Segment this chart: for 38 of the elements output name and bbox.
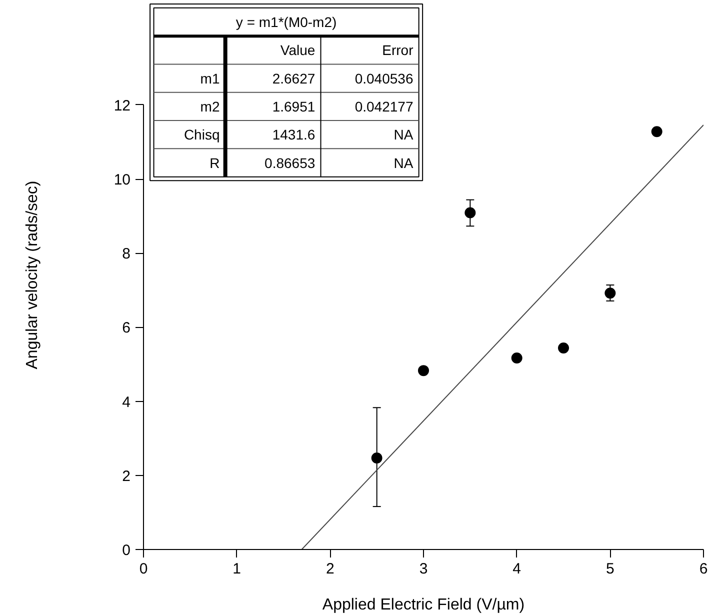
text: y = m1*(M0-m2): [236, 14, 337, 30]
y-tick-label: 0: [122, 542, 130, 559]
annotation: 1.6951: [272, 98, 316, 114]
annotation: m2: [200, 98, 220, 114]
x-tick-label: 3: [419, 560, 428, 578]
annotation: 0.042177: [354, 98, 414, 114]
y-tick-label: 10: [114, 172, 131, 189]
text: m1: [200, 70, 220, 86]
point: [511, 352, 522, 364]
point: [464, 207, 476, 218]
y-tick-label: 2: [122, 468, 130, 485]
x-tick-label: 2: [326, 560, 334, 578]
text: Value: [280, 42, 316, 58]
annotation: R: [210, 154, 220, 171]
point: [558, 342, 569, 354]
y-tick-label: 8: [122, 246, 130, 263]
y-tick-label: 12: [114, 97, 131, 114]
y-tick-label: 6: [122, 320, 130, 337]
text: 2.6627: [272, 70, 316, 86]
point: [604, 288, 616, 299]
text: Error: [382, 42, 414, 58]
annotation: NA: [394, 154, 414, 171]
annotation: NA: [394, 126, 414, 143]
point: [371, 452, 382, 464]
x-tick-label: 5: [606, 560, 614, 578]
x-tick-label: 6: [699, 560, 708, 578]
y-tick-label: 4: [122, 394, 130, 411]
point: [418, 365, 429, 376]
x-tick-label: 1: [232, 560, 242, 578]
annotation: 0.86653: [264, 154, 316, 171]
annotation: 1431.6: [272, 126, 316, 143]
text: 0.040536: [354, 70, 414, 86]
point: [651, 126, 662, 138]
x-axis-title: Applied Electric Field (V/µm): [322, 596, 525, 614]
annotation: Chisq: [184, 126, 220, 143]
x-tick-label: 4: [512, 560, 522, 578]
y-axis-title: Angular velocity (rads/sec): [24, 180, 41, 370]
x-tick-label: 0: [139, 560, 148, 578]
